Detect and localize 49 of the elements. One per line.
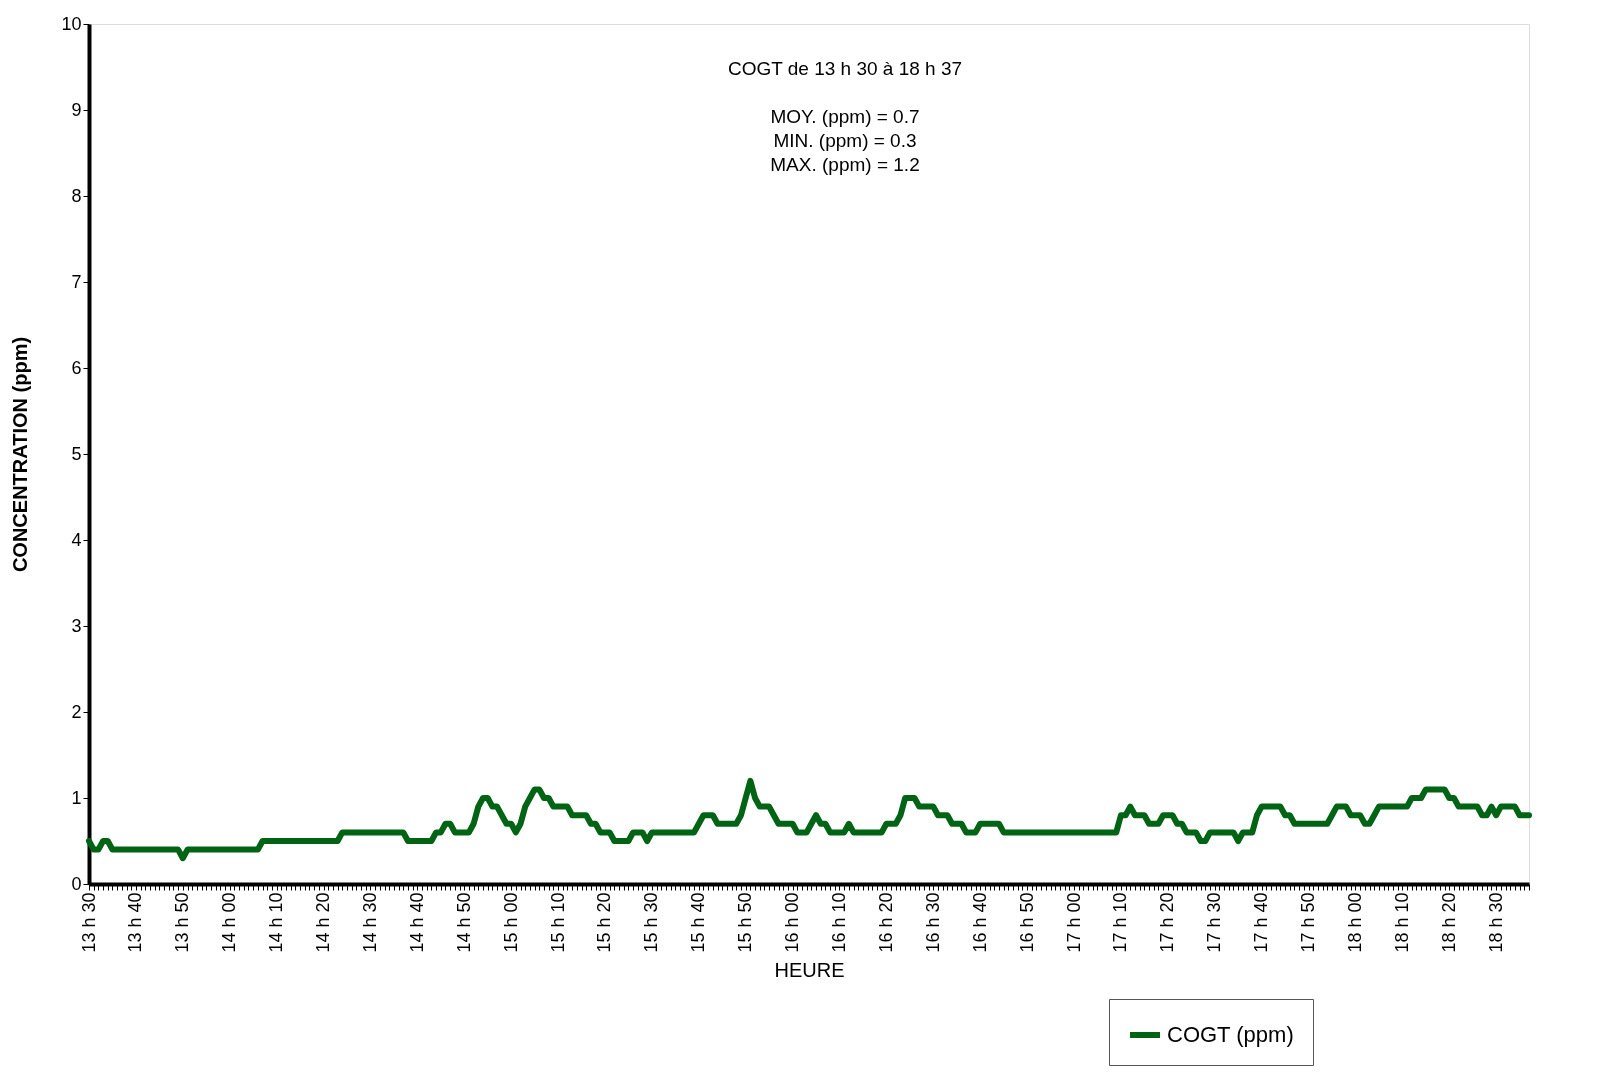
y-axis-title: CONCENTRATION (ppm) [9,336,32,573]
annotation: MAX. (ppm) = 1.2 [770,154,920,175]
x-tick-label: 17 h 50 [1298,892,1319,953]
y-tick-label: 3 [71,615,82,636]
x-tick-label: 16 h 40 [969,892,990,953]
x-tick-label: 15 h 50 [735,892,756,953]
annotation: MOY. (ppm) = 0.7 [770,106,920,127]
x-tick-label: 17 h 10 [1110,892,1131,953]
y-tick-label: 2 [71,701,82,722]
x-tick-label: 17 h 20 [1157,892,1178,953]
x-tick-label: 16 h 50 [1016,892,1037,953]
x-tick-label: 15 h 00 [500,892,521,953]
x-tick-label: 15 h 20 [594,892,615,953]
x-tick-label: 14 h 30 [359,892,380,953]
x-tick-label: 14 h 00 [219,892,240,953]
x-tick-label: 16 h 00 [782,892,803,953]
x-tick-label: 16 h 10 [828,892,849,953]
x-tick-label: 18 h 10 [1391,892,1412,953]
x-tick-label: 17 h 00 [1063,892,1084,953]
y-tick-label: 7 [71,271,82,292]
y-tick-label: 0 [71,873,82,894]
x-tick-label: 15 h 30 [641,892,662,953]
y-tick-label: 8 [71,185,82,206]
annotation: COGT de 13 h 30 à 18 h 37 [727,58,963,79]
x-tick-label: 14 h 40 [406,892,427,953]
x-tick-label: 15 h 10 [547,892,568,953]
x-tick-label: 14 h 20 [313,892,334,953]
y-tick-label: 5 [71,443,82,464]
x-tick-label: 16 h 20 [875,892,896,953]
x-tick-label: 18 h 00 [1344,892,1365,953]
x-tick-label: 13 h 40 [125,892,146,953]
annotation: MIN. (ppm) = 0.3 [773,130,917,151]
y-tick-label: 9 [71,99,82,120]
x-axis-title: HEURE [774,958,845,981]
y-tick-label: 10 [61,13,82,34]
x-tick-label: 14 h 10 [266,892,287,953]
x-tick-label: 17 h 40 [1251,892,1272,953]
x-tick-label: 15 h 40 [688,892,709,953]
x-tick-label: 14 h 50 [453,892,474,953]
x-tick-label: 16 h 30 [922,892,943,953]
x-tick-label: 17 h 30 [1204,892,1225,953]
legend-label: COGT (ppm) [1167,1022,1294,1047]
x-tick-label: 13 h 30 [78,892,99,953]
y-tick-label: 4 [71,529,82,550]
y-tick-label: 1 [71,787,82,808]
y-tick-label: 6 [71,357,82,378]
x-tick-label: 13 h 50 [172,892,193,953]
x-tick-label: 18 h 20 [1438,892,1459,953]
x-tick-label: 18 h 30 [1485,892,1506,953]
